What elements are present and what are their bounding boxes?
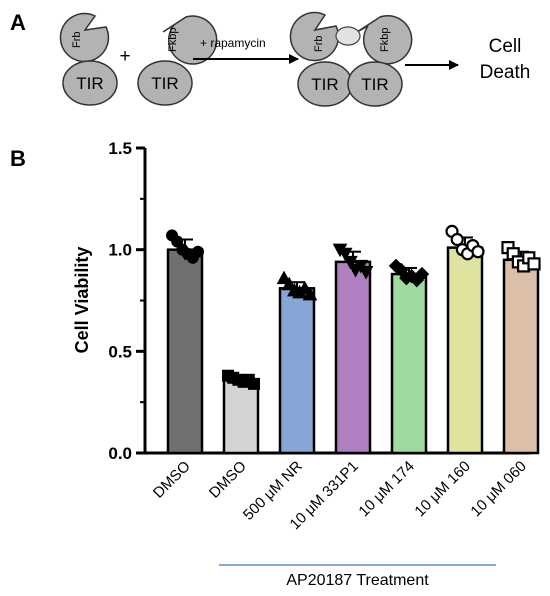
- frb-tir-construct: Frb TIR: [59, 12, 118, 106]
- dimer-complex: Frb Fkbp TIR TIR: [289, 11, 413, 107]
- data-point: [248, 377, 260, 390]
- x-category-label: DMSO: [150, 458, 194, 502]
- y-axis-title: Cell Viability: [72, 247, 92, 354]
- rapamycin-label: + rapamycin: [200, 36, 266, 50]
- fkbp-label: Fkbp: [167, 28, 179, 52]
- panel-a-letter: A: [10, 10, 26, 35]
- bar: [446, 246, 484, 455]
- panel-b-letter: B: [10, 146, 26, 171]
- x-category-label: 10 μM 060: [467, 458, 529, 520]
- y-tick-label: 1.5: [108, 139, 132, 158]
- frb-label: Frb: [313, 36, 325, 53]
- y-tick-label: 0.0: [108, 444, 132, 463]
- rapamycin-molecule: [335, 26, 361, 46]
- data-point: [192, 245, 204, 258]
- data-point: [337, 247, 353, 262]
- x-category-label: 10 μM 174: [355, 458, 417, 520]
- treatment-group-label: AP20187 Treatment: [286, 572, 429, 589]
- fkbp-pacman-shape: [162, 15, 218, 65]
- frb-pacman-shape: [289, 11, 340, 62]
- data-point: [471, 245, 485, 259]
- tir-label: TIR: [76, 74, 103, 93]
- bar: [222, 378, 260, 455]
- y-tick-label: 0.5: [108, 342, 132, 361]
- tir-label: TIR: [361, 75, 388, 94]
- data-point: [343, 255, 358, 270]
- tir-domain-shape: [137, 60, 193, 106]
- x-category-label: DMSO: [206, 458, 250, 502]
- frb-label: Frb: [71, 32, 83, 49]
- fkbp-pacman-shape: [356, 14, 413, 65]
- bar: [334, 260, 372, 455]
- frb-pacman-shape: [59, 12, 110, 63]
- bar: [390, 272, 428, 455]
- bar: [278, 287, 316, 455]
- bar: [502, 258, 540, 455]
- plus-sign: +: [119, 46, 130, 67]
- panel-a: A Frb TIR + Fkbp TIR + rapamycin Frb Fkb…: [10, 10, 531, 107]
- cell-death-line1: Cell: [489, 36, 522, 57]
- data-point: [450, 232, 464, 247]
- data-point: [527, 257, 541, 271]
- fkbp-label: Fkbp: [379, 28, 391, 52]
- data-point: [414, 266, 430, 282]
- tir-domain-shape: [347, 61, 403, 107]
- tir-label: TIR: [311, 75, 338, 94]
- cell-death-line2: Death: [480, 62, 531, 83]
- data-point: [302, 286, 318, 301]
- y-tick-label: 1.0: [108, 241, 132, 260]
- fkbp-tir-construct: Fkbp TIR: [137, 15, 218, 106]
- bar: [166, 248, 204, 455]
- x-category-label: 10 μM 160: [411, 458, 473, 520]
- data-point: [358, 266, 374, 280]
- tir-domain-shape: [62, 60, 118, 106]
- tir-label: TIR: [151, 74, 178, 93]
